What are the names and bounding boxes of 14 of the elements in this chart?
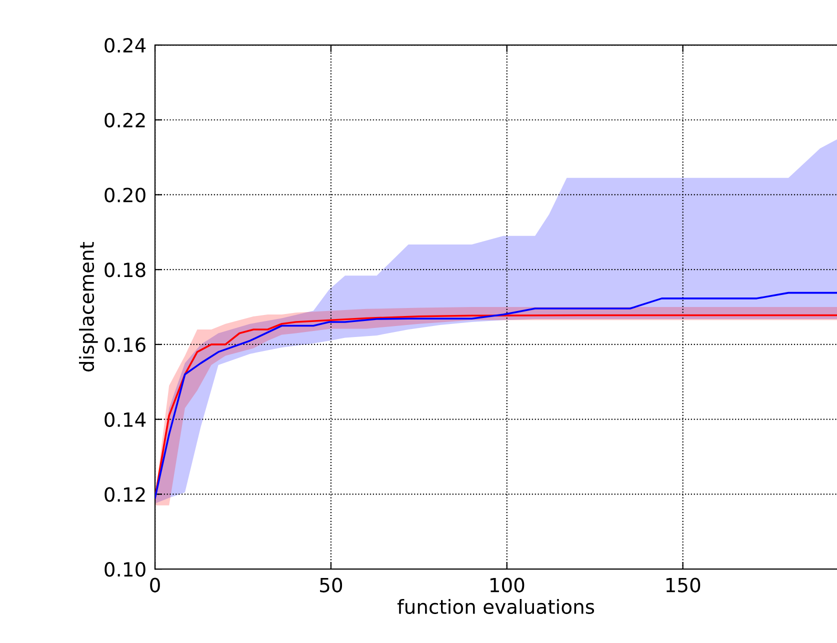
y-tick-label: 0.24: [104, 38, 146, 53]
x-tick-label: 150: [666, 578, 700, 592]
y-tick-label: 0.12: [104, 487, 145, 502]
y-tick-label: 0.22: [104, 112, 145, 128]
y-axis-title: displacement: [79, 242, 98, 372]
y-tick-label: 0.18: [104, 262, 146, 278]
x-axis-title: function evaluations: [397, 598, 594, 614]
y-tick-label: 0.14: [104, 412, 146, 427]
x-tick-label: 0: [150, 578, 160, 592]
y-tick-label: 0.10: [104, 562, 146, 577]
x-tick-label: 100: [490, 578, 524, 592]
y-tick-label: 0.20: [104, 188, 146, 202]
x-tick-label: 50: [320, 578, 342, 592]
y-tick-label: 0.16: [104, 337, 146, 352]
